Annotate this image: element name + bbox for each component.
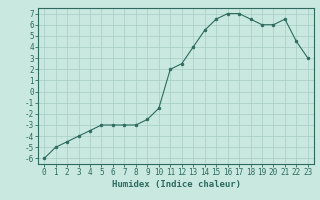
X-axis label: Humidex (Indice chaleur): Humidex (Indice chaleur) xyxy=(111,180,241,189)
